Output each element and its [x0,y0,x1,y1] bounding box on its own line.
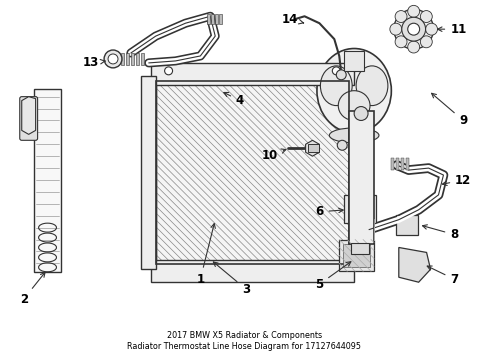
Circle shape [394,36,406,48]
Text: 1: 1 [196,224,215,286]
Text: 14: 14 [281,13,303,26]
Bar [207,14,210,24]
Text: 11: 11 [437,23,466,36]
Circle shape [407,23,419,35]
Text: 2: 2 [20,273,45,306]
Bar [350,243,368,255]
Bar [141,76,155,269]
Circle shape [332,67,340,75]
Circle shape [425,23,437,35]
Bar [343,243,369,267]
Bar [395,158,398,170]
Circle shape [401,17,425,41]
Text: 5: 5 [315,262,350,291]
Circle shape [337,140,346,150]
Bar [347,199,371,219]
Circle shape [420,36,431,48]
Bar [390,158,393,170]
Ellipse shape [316,49,390,133]
Circle shape [164,67,172,75]
FancyBboxPatch shape [20,96,38,140]
Text: 2017 BMW X5 Radiator & Components
Radiator Thermostat Line Hose Diagram for 1712: 2017 BMW X5 Radiator & Components Radiat… [127,331,361,351]
Text: 4: 4 [224,93,244,107]
Bar [150,63,353,85]
Bar [405,158,408,170]
Text: 7: 7 [427,266,457,286]
Circle shape [389,23,401,35]
Ellipse shape [338,91,369,121]
Bar [150,260,353,282]
Text: 3: 3 [213,262,249,296]
Circle shape [104,50,122,68]
Bar [395,215,417,235]
Circle shape [336,70,346,80]
Text: 10: 10 [261,149,285,162]
Text: 6: 6 [315,205,343,218]
Bar [215,14,218,24]
Circle shape [393,9,433,49]
Bar [34,89,61,272]
Ellipse shape [320,66,351,105]
Bar [344,51,364,71]
Bar [136,53,139,65]
Polygon shape [398,247,429,282]
Circle shape [353,107,367,121]
Bar [219,14,222,24]
Text: 8: 8 [422,225,458,241]
Circle shape [407,5,419,17]
Bar [126,53,129,65]
Bar [155,81,348,264]
Bar [307,144,319,152]
Bar [211,14,214,24]
Circle shape [108,54,118,64]
Polygon shape [21,96,36,134]
Circle shape [394,10,406,22]
Bar [155,81,348,264]
Circle shape [407,41,419,53]
Text: 12: 12 [442,174,470,186]
Ellipse shape [355,66,387,105]
Text: 13: 13 [83,57,105,69]
Bar [131,53,134,65]
Bar [121,53,123,65]
Text: 9: 9 [431,93,467,127]
Circle shape [360,140,370,150]
Bar [348,111,373,244]
Ellipse shape [328,128,378,143]
Circle shape [420,10,431,22]
Bar [400,158,403,170]
Bar [339,239,373,271]
Bar [344,195,375,223]
Bar [141,53,143,65]
